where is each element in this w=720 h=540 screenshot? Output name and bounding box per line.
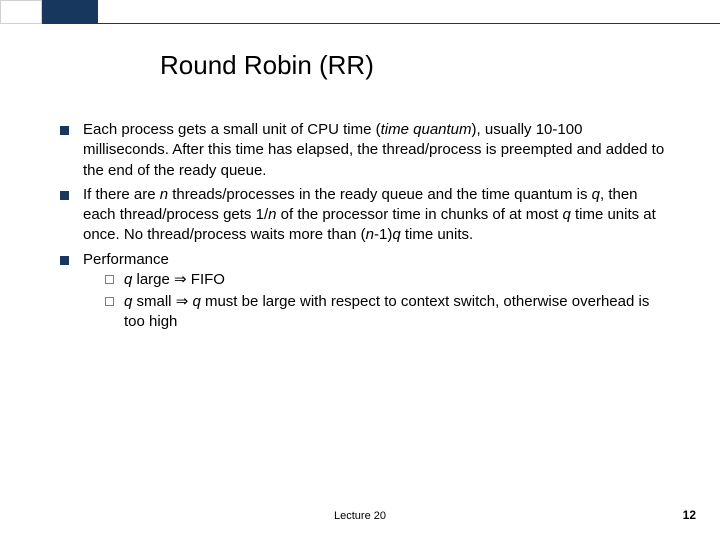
page-number: 12 <box>683 508 696 522</box>
slide-body: Each process gets a small unit of CPU ti… <box>60 120 670 339</box>
slide-title: Round Robin (RR) <box>160 50 374 81</box>
bullet-text: If there are n threads/processes in the … <box>83 185 670 246</box>
square-bullet-icon <box>60 126 69 135</box>
bullet-item: Performance q large ⇒ FIFO q small ⇒ q m… <box>60 250 670 335</box>
header-decoration <box>0 0 720 24</box>
sub-bullet-item: q small ⇒ q must be large with respect t… <box>105 292 670 333</box>
sub-bullet-item: q large ⇒ FIFO <box>105 270 670 290</box>
header-box-white <box>0 0 42 24</box>
hollow-square-icon <box>105 275 114 284</box>
bullet-text: Each process gets a small unit of CPU ti… <box>83 120 670 181</box>
bullet-item: Each process gets a small unit of CPU ti… <box>60 120 670 181</box>
sub-bullet-text: q small ⇒ q must be large with respect t… <box>124 292 670 333</box>
square-bullet-icon <box>60 191 69 200</box>
header-box-dark <box>42 0 98 24</box>
sub-bullet-text: q large ⇒ FIFO <box>124 270 670 290</box>
bullet-item: If there are n threads/processes in the … <box>60 185 670 246</box>
square-bullet-icon <box>60 256 69 265</box>
hollow-square-icon <box>105 297 114 306</box>
footer-lecture-label: Lecture 20 <box>0 510 720 522</box>
header-line <box>98 23 720 24</box>
bullet-text: Performance q large ⇒ FIFO q small ⇒ q m… <box>83 250 670 335</box>
